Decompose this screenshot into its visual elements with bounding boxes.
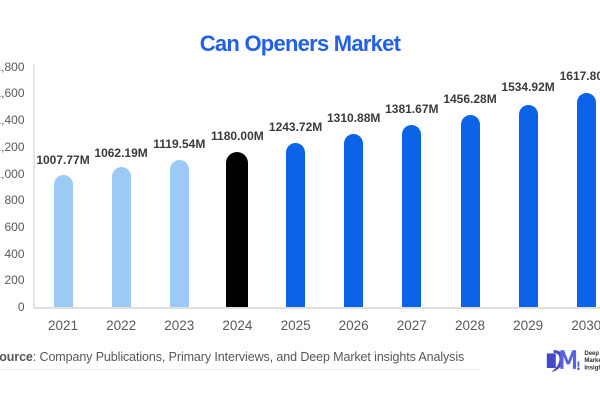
svg-text:Insigh: Insigh [584,365,600,371]
svg-text:Marke: Marke [584,358,600,364]
svg-text:Deep: Deep [584,351,599,357]
